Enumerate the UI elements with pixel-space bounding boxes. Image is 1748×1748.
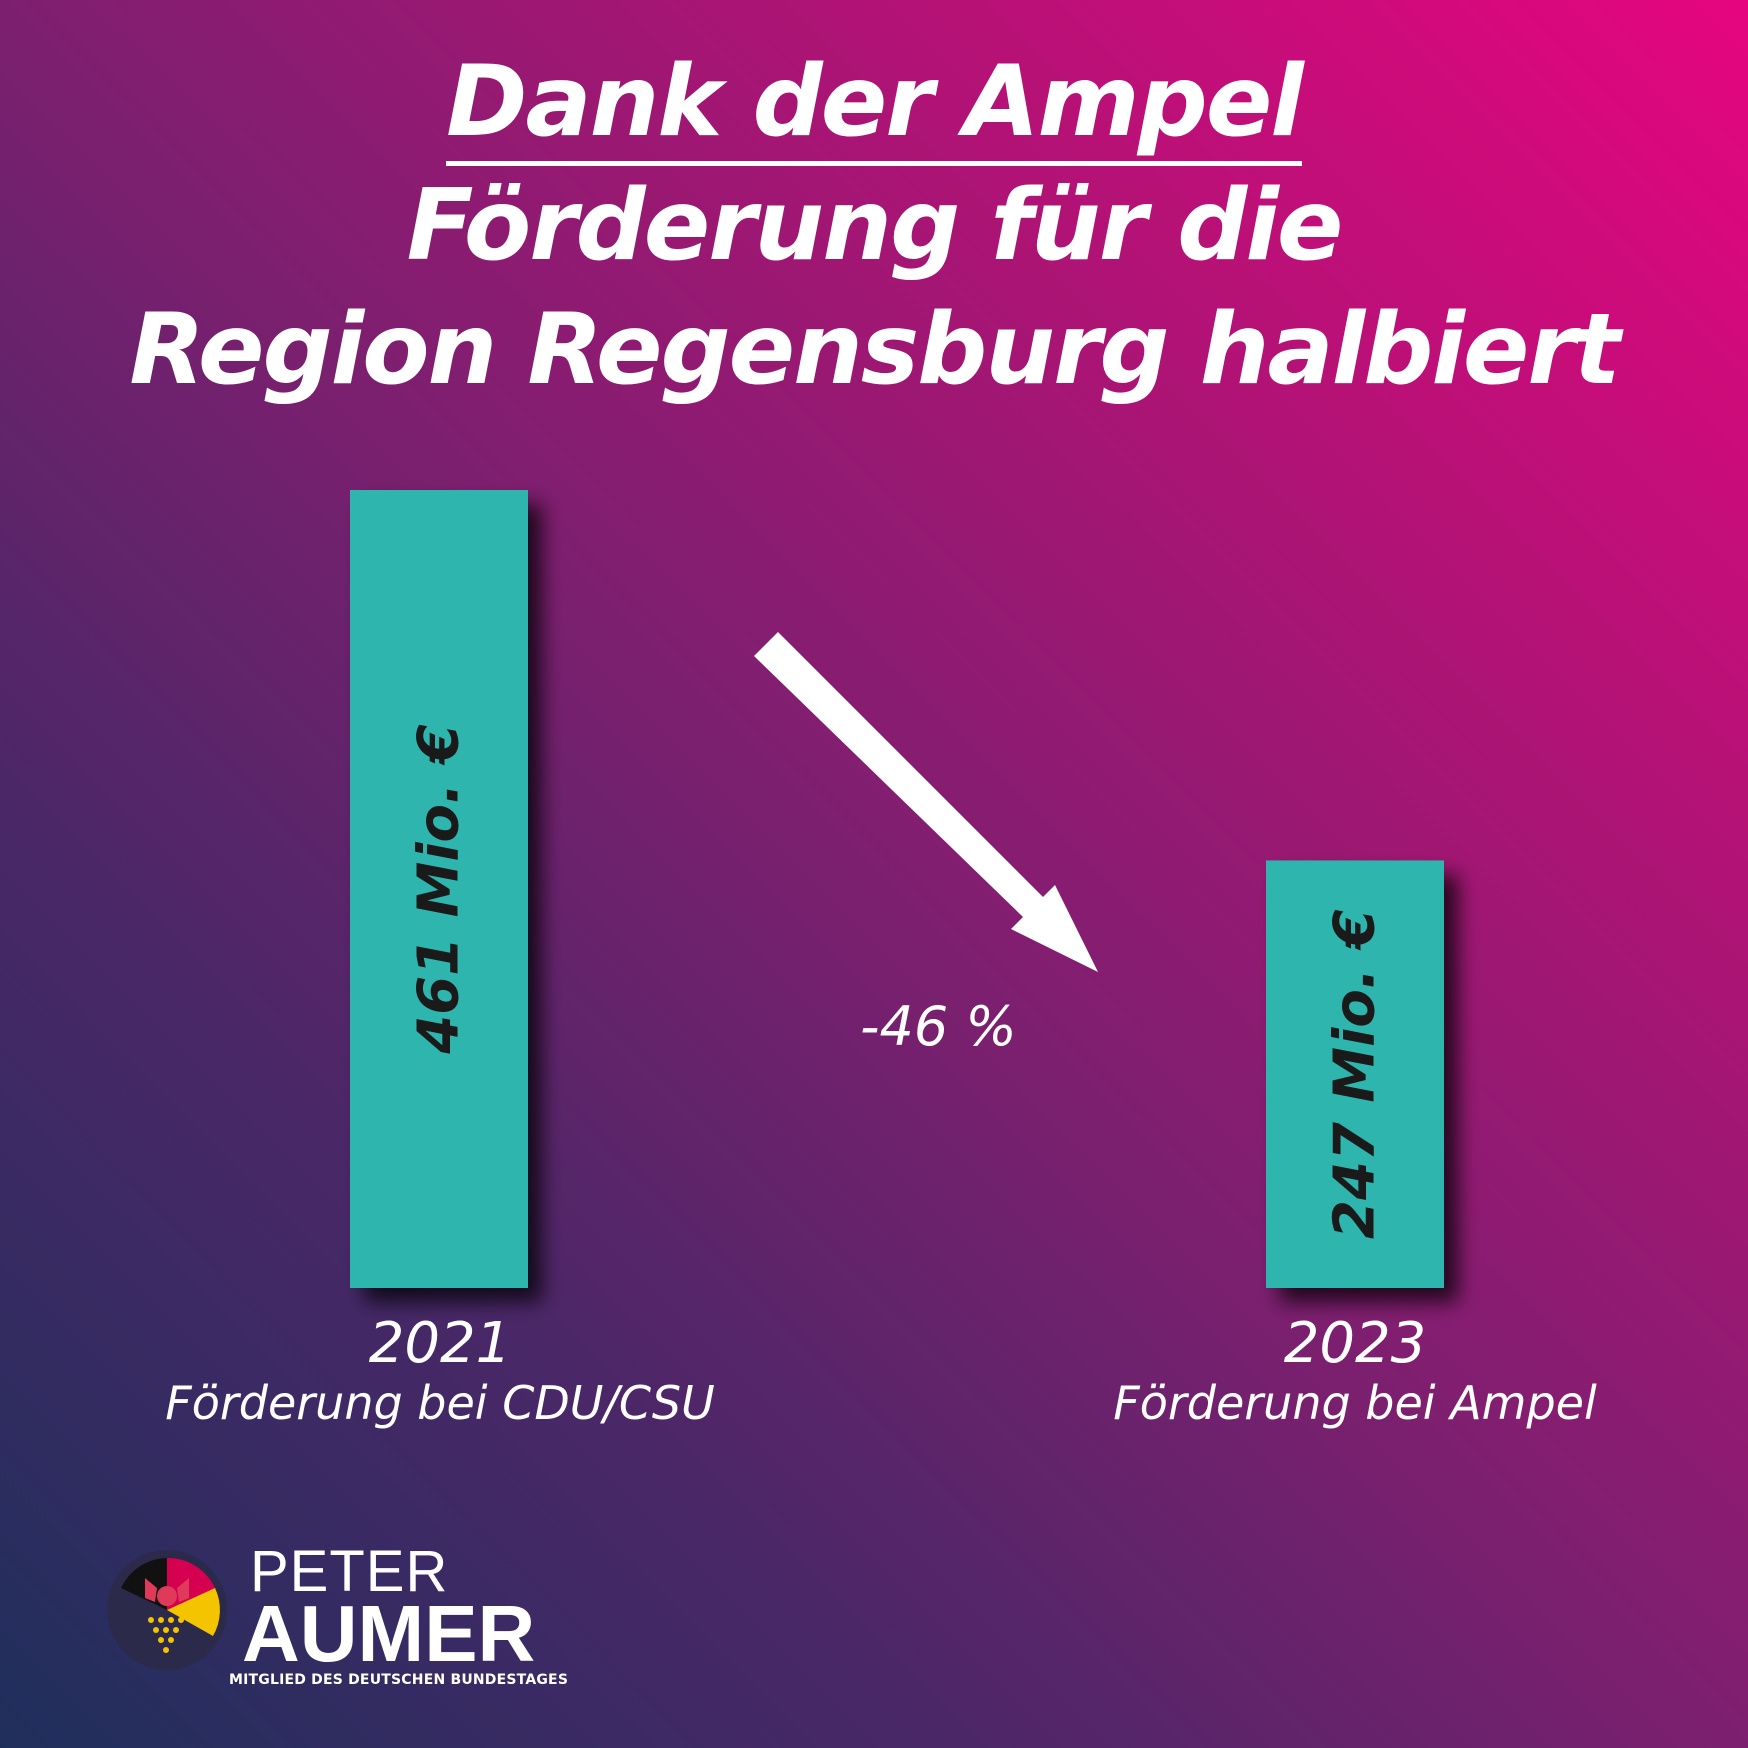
bar-value-label-2021: 461 Mio. € — [407, 724, 472, 1055]
category-year: 2021 — [368, 1311, 512, 1376]
percent-change-label: -46 % — [860, 995, 1017, 1058]
category-label-2023: 2023 Förderung bei Ampel — [1015, 1313, 1695, 1431]
title-line-1: Dank der Ampel — [0, 40, 1748, 166]
brand-subtitle: MITGLIED DES DEUTSCHEN BUNDESTAGES — [229, 1672, 569, 1688]
title-line-3: Region Regensburg halbiert — [129, 293, 1620, 407]
category-subtitle: Förderung bei CDU/CSU — [165, 1376, 715, 1430]
title-block: Dank der Ampel Förderung für die Region … — [0, 40, 1748, 412]
title-line-1-text: Dank der Ampel — [446, 45, 1304, 166]
eagle-emblem-icon — [107, 1550, 227, 1670]
brand-logo: PETER AUMER MITGLIED DES DEUTSCHEN BUNDE… — [105, 1539, 569, 1690]
category-label-2021: 2021 Förderung bei CDU/CSU — [100, 1313, 780, 1431]
bar-value-label-2023: 247 Mio. € — [1323, 909, 1388, 1239]
category-year: 2023 — [1283, 1311, 1427, 1376]
title-line-2: Förderung für die — [406, 169, 1344, 283]
bars-group: 461 Mio. € 247 Mio. € — [350, 490, 1444, 1288]
category-subtitle: Förderung bei Ampel — [1113, 1376, 1597, 1430]
down-arrow-icon — [754, 632, 1098, 972]
brand-first-name: PETER — [250, 1539, 449, 1604]
brand-last-name: AUMER — [242, 1589, 536, 1678]
bar-2021 — [350, 490, 528, 1288]
bar-2023 — [1266, 860, 1444, 1288]
